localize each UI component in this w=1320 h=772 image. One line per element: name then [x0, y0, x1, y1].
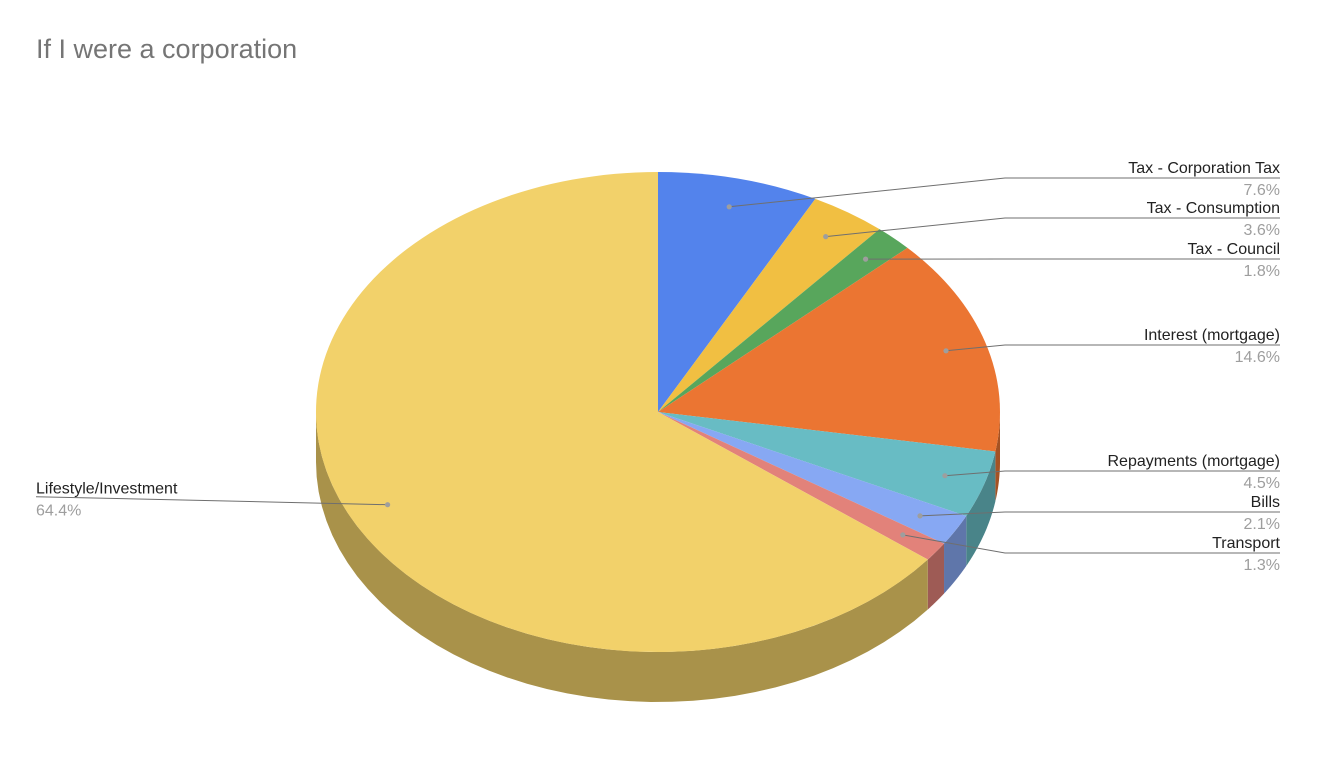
slice-side-repayments-mortgage	[966, 451, 996, 566]
slice-label-value: 7.6%	[1244, 182, 1280, 199]
slice-label-name: Tax - Corporation Tax	[1128, 160, 1280, 177]
slice-label-name: Bills	[1251, 494, 1280, 511]
slice-lifestyle-investment	[315, 172, 928, 652]
chart-title: If I were a corporation	[36, 34, 298, 64]
slice-interest-mortgage	[658, 247, 1001, 452]
slice-repayments-mortgage	[658, 412, 996, 516]
slice-side-transport	[927, 543, 945, 610]
slice-side-interest-mortgage	[995, 412, 1000, 502]
slice-label-name: Repayments (mortgage)	[1107, 453, 1280, 470]
slice-label-lifestyle-investment: Lifestyle/Investment 64.4%	[35, 481, 391, 520]
pie-sides	[316, 412, 1000, 702]
pie-labels: Tax - Corporation Tax 7.6%Tax - Consumpti…	[35, 160, 1281, 574]
slice-label-value: 4.5%	[1244, 475, 1280, 492]
slice-side-bills	[944, 515, 967, 594]
slice-label-tax-corporation-tax: Tax - Corporation Tax 7.6%	[726, 160, 1280, 210]
slice-side-lifestyle-investment	[316, 412, 928, 702]
slice-bills	[658, 412, 967, 544]
pie-top	[315, 172, 1001, 652]
slice-label-value: 1.3%	[1244, 557, 1280, 574]
slice-label-name: Transport	[1212, 535, 1280, 552]
slice-transport	[658, 412, 945, 560]
slice-tax-council	[658, 229, 908, 412]
slice-label-value: 14.6%	[1235, 349, 1280, 366]
slice-label-value: 64.4%	[36, 503, 81, 520]
slice-label-transport: Transport 1.3%	[900, 532, 1281, 574]
slice-label-name: Lifestyle/Investment	[36, 481, 178, 498]
slice-label-value: 1.8%	[1244, 263, 1280, 280]
slice-label-interest-mortgage: Interest (mortgage) 14.6%	[943, 327, 1280, 366]
slice-tax-consumption	[658, 198, 880, 412]
slice-tax-corporation-tax	[658, 172, 816, 412]
slice-label-value: 2.1%	[1244, 516, 1280, 533]
slice-label-tax-council: Tax - Council 1.8%	[863, 241, 1280, 280]
slice-label-name: Tax - Consumption	[1147, 200, 1280, 217]
slice-label-bills: Bills 2.1%	[917, 494, 1280, 533]
slice-label-name: Interest (mortgage)	[1144, 327, 1280, 344]
slice-label-repayments-mortgage: Repayments (mortgage) 4.5%	[942, 453, 1280, 492]
slice-label-name: Tax - Council	[1188, 241, 1280, 258]
slice-label-tax-consumption: Tax - Consumption 3.6%	[823, 200, 1280, 240]
slice-label-value: 3.6%	[1244, 222, 1280, 239]
